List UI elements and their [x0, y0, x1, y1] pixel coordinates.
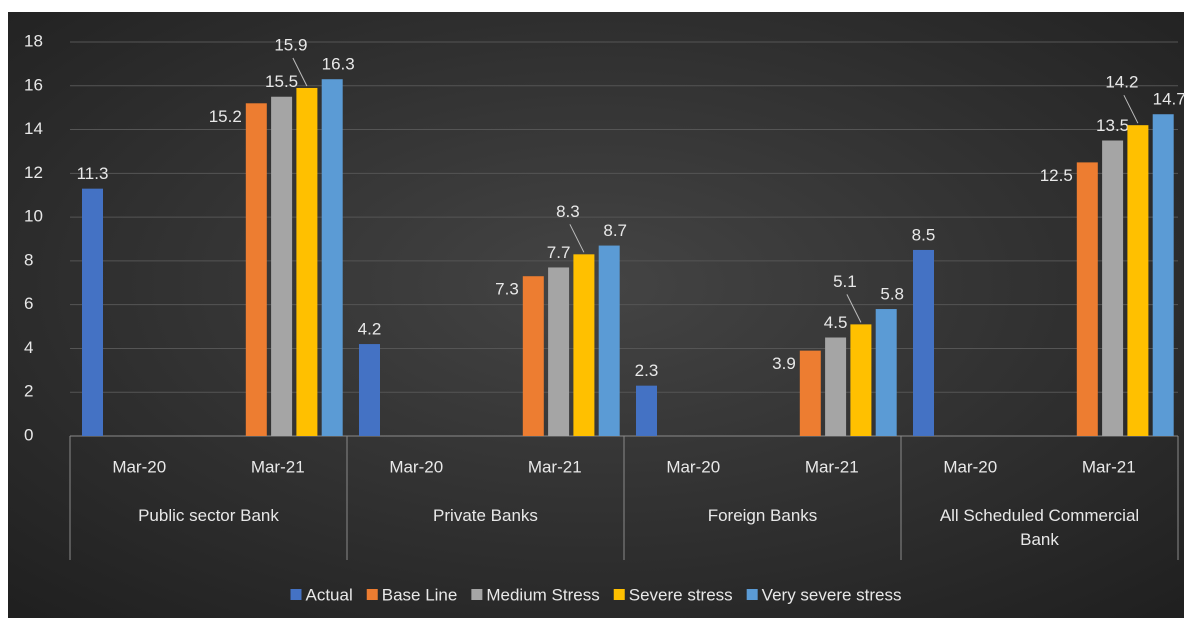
leader-line [569, 224, 585, 253]
y-tick-label: 14 [24, 119, 43, 138]
y-tick-label: 8 [24, 250, 33, 269]
data-label: 7.3 [495, 280, 519, 299]
legend-swatch [613, 589, 625, 600]
legend-swatch [746, 589, 758, 600]
data-label: 11.3 [77, 164, 109, 183]
bar [245, 103, 267, 437]
data-label: 15.5 [265, 72, 298, 91]
leader-line [1123, 94, 1139, 124]
leader-line [292, 57, 308, 87]
bar [1076, 162, 1098, 436]
bar [636, 385, 657, 436]
bar [1102, 140, 1124, 436]
legend-label: Severe stress [629, 585, 733, 604]
data-label: 12.5 [1040, 166, 1073, 185]
data-label: 8.3 [556, 202, 580, 221]
bar [359, 344, 380, 436]
data-label: 8.7 [603, 221, 627, 240]
legend-label: Medium Stress [486, 585, 599, 604]
y-tick-label: 2 [24, 382, 33, 401]
x-tick-label: Mar-20 [389, 457, 443, 476]
x-tick-label: Mar-21 [805, 457, 859, 476]
data-label: 13.5 [1096, 116, 1129, 135]
group-label: All Scheduled Commercial Bank [939, 506, 1140, 549]
bar [913, 249, 934, 436]
data-label: 14.7 [1153, 90, 1186, 109]
y-tick-label: 4 [24, 338, 33, 357]
y-tick-label: 18 [24, 31, 43, 50]
data-label: 16.3 [322, 55, 355, 74]
bar [1152, 114, 1174, 436]
y-tick-label: 16 [24, 75, 43, 94]
legend-label: Base Line [382, 585, 458, 604]
group-label: Foreign Banks [707, 506, 818, 525]
group-label: Private Banks [433, 506, 538, 525]
legend-label: Actual [305, 585, 352, 604]
data-label: 5.1 [833, 272, 857, 291]
x-tick-label: Mar-21 [528, 457, 582, 476]
bar [875, 309, 897, 436]
x-tick-label: Mar-20 [666, 457, 720, 476]
x-tick-label: Mar-21 [1082, 457, 1136, 476]
y-tick-label: 10 [24, 207, 43, 226]
y-tick-label: 0 [24, 425, 33, 444]
data-label: 5.8 [880, 285, 904, 304]
data-label: 2.3 [635, 361, 659, 380]
data-label: 4.5 [824, 313, 848, 332]
data-label: 14.2 [1105, 73, 1138, 92]
y-tick-label: 6 [24, 294, 33, 313]
bar [82, 188, 103, 436]
bar [548, 267, 570, 436]
data-label: 15.2 [209, 107, 242, 126]
bar [321, 79, 343, 436]
bar [271, 96, 293, 436]
bar [598, 245, 620, 436]
bar [296, 87, 318, 436]
data-label: 15.9 [274, 35, 307, 54]
x-tick-label: Mar-20 [943, 457, 997, 476]
group-label: Public sector Bank [138, 506, 279, 525]
x-tick-label: Mar-21 [251, 457, 305, 476]
y-tick-label: 12 [24, 163, 43, 182]
legend-label: Very severe stress [762, 585, 902, 604]
bar [799, 350, 821, 436]
data-label: 4.2 [358, 320, 382, 339]
data-label: 3.9 [772, 354, 796, 373]
legend-swatch [290, 589, 302, 600]
legend-swatch [366, 589, 378, 600]
data-label: 8.5 [912, 225, 936, 244]
chart-background [8, 12, 1184, 618]
bar [850, 324, 872, 436]
x-tick-label: Mar-20 [112, 457, 166, 476]
bar [522, 276, 544, 436]
bar [1127, 125, 1149, 436]
legend-swatch [471, 589, 483, 600]
bar [825, 337, 847, 436]
data-label: 7.7 [547, 243, 571, 262]
leader-line [846, 294, 862, 323]
bar [573, 254, 595, 436]
